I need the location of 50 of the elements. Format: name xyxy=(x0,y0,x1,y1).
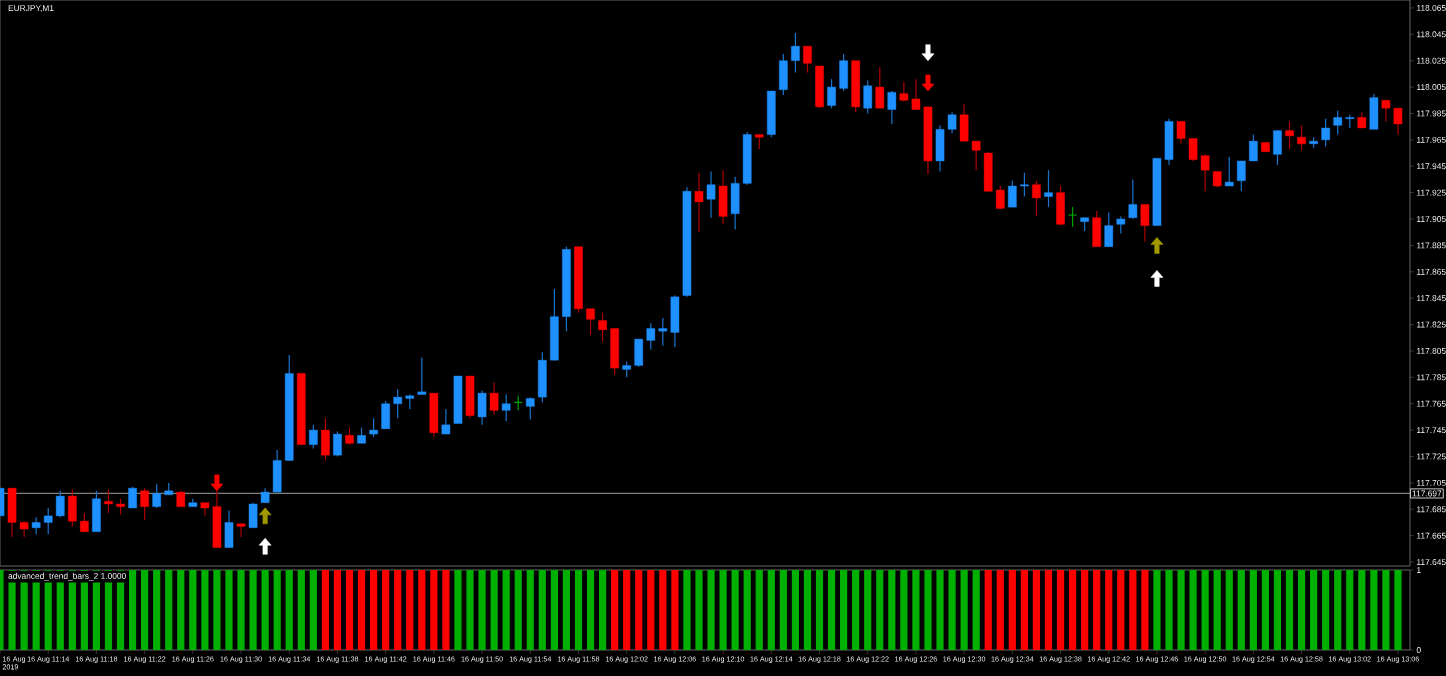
candlestick xyxy=(863,79,873,115)
point xyxy=(258,507,272,525)
point xyxy=(1150,237,1164,254)
candlestick xyxy=(815,65,824,109)
candlestick xyxy=(465,375,475,419)
candlestick xyxy=(1224,156,1234,187)
candlestick xyxy=(1369,93,1379,130)
candlestick xyxy=(501,393,511,422)
candlestick xyxy=(140,487,149,521)
candlestick xyxy=(441,408,451,435)
candlestick xyxy=(309,424,318,450)
candlestick xyxy=(718,169,728,225)
candlestick xyxy=(1032,180,1041,217)
candlestick xyxy=(429,392,439,438)
candlestick xyxy=(1297,124,1306,152)
candlestick xyxy=(1321,118,1330,148)
candlestick xyxy=(477,389,487,426)
candlestick xyxy=(803,45,812,74)
candlestick xyxy=(92,490,101,533)
point xyxy=(921,74,935,92)
point xyxy=(921,44,935,62)
candlestick xyxy=(224,509,234,549)
candlestick xyxy=(128,486,137,509)
candlestick xyxy=(417,356,427,396)
candlestick xyxy=(236,523,246,538)
candlestick xyxy=(1044,169,1053,208)
candlestick xyxy=(1092,210,1101,248)
candlestick xyxy=(525,396,535,421)
point xyxy=(258,537,272,555)
candlestick xyxy=(875,66,885,109)
candlestick xyxy=(369,417,378,438)
candlestick xyxy=(321,417,330,462)
point xyxy=(1150,270,1164,287)
candlestick xyxy=(1128,178,1138,220)
candlestick xyxy=(851,60,860,113)
candlestick xyxy=(1056,185,1065,227)
candlestick xyxy=(1285,120,1294,150)
candlestick xyxy=(333,430,342,458)
candlestick xyxy=(1273,130,1282,166)
candlestick xyxy=(694,172,704,233)
candlestick xyxy=(1140,203,1150,243)
candlestick xyxy=(489,382,499,415)
point xyxy=(210,474,224,492)
candlestick xyxy=(1067,206,1078,228)
candlestick xyxy=(453,375,463,425)
candlestick xyxy=(706,170,716,219)
candlestick xyxy=(248,502,258,529)
candlestick xyxy=(767,90,776,138)
candlestick xyxy=(1104,211,1114,248)
candlestick xyxy=(887,90,897,125)
